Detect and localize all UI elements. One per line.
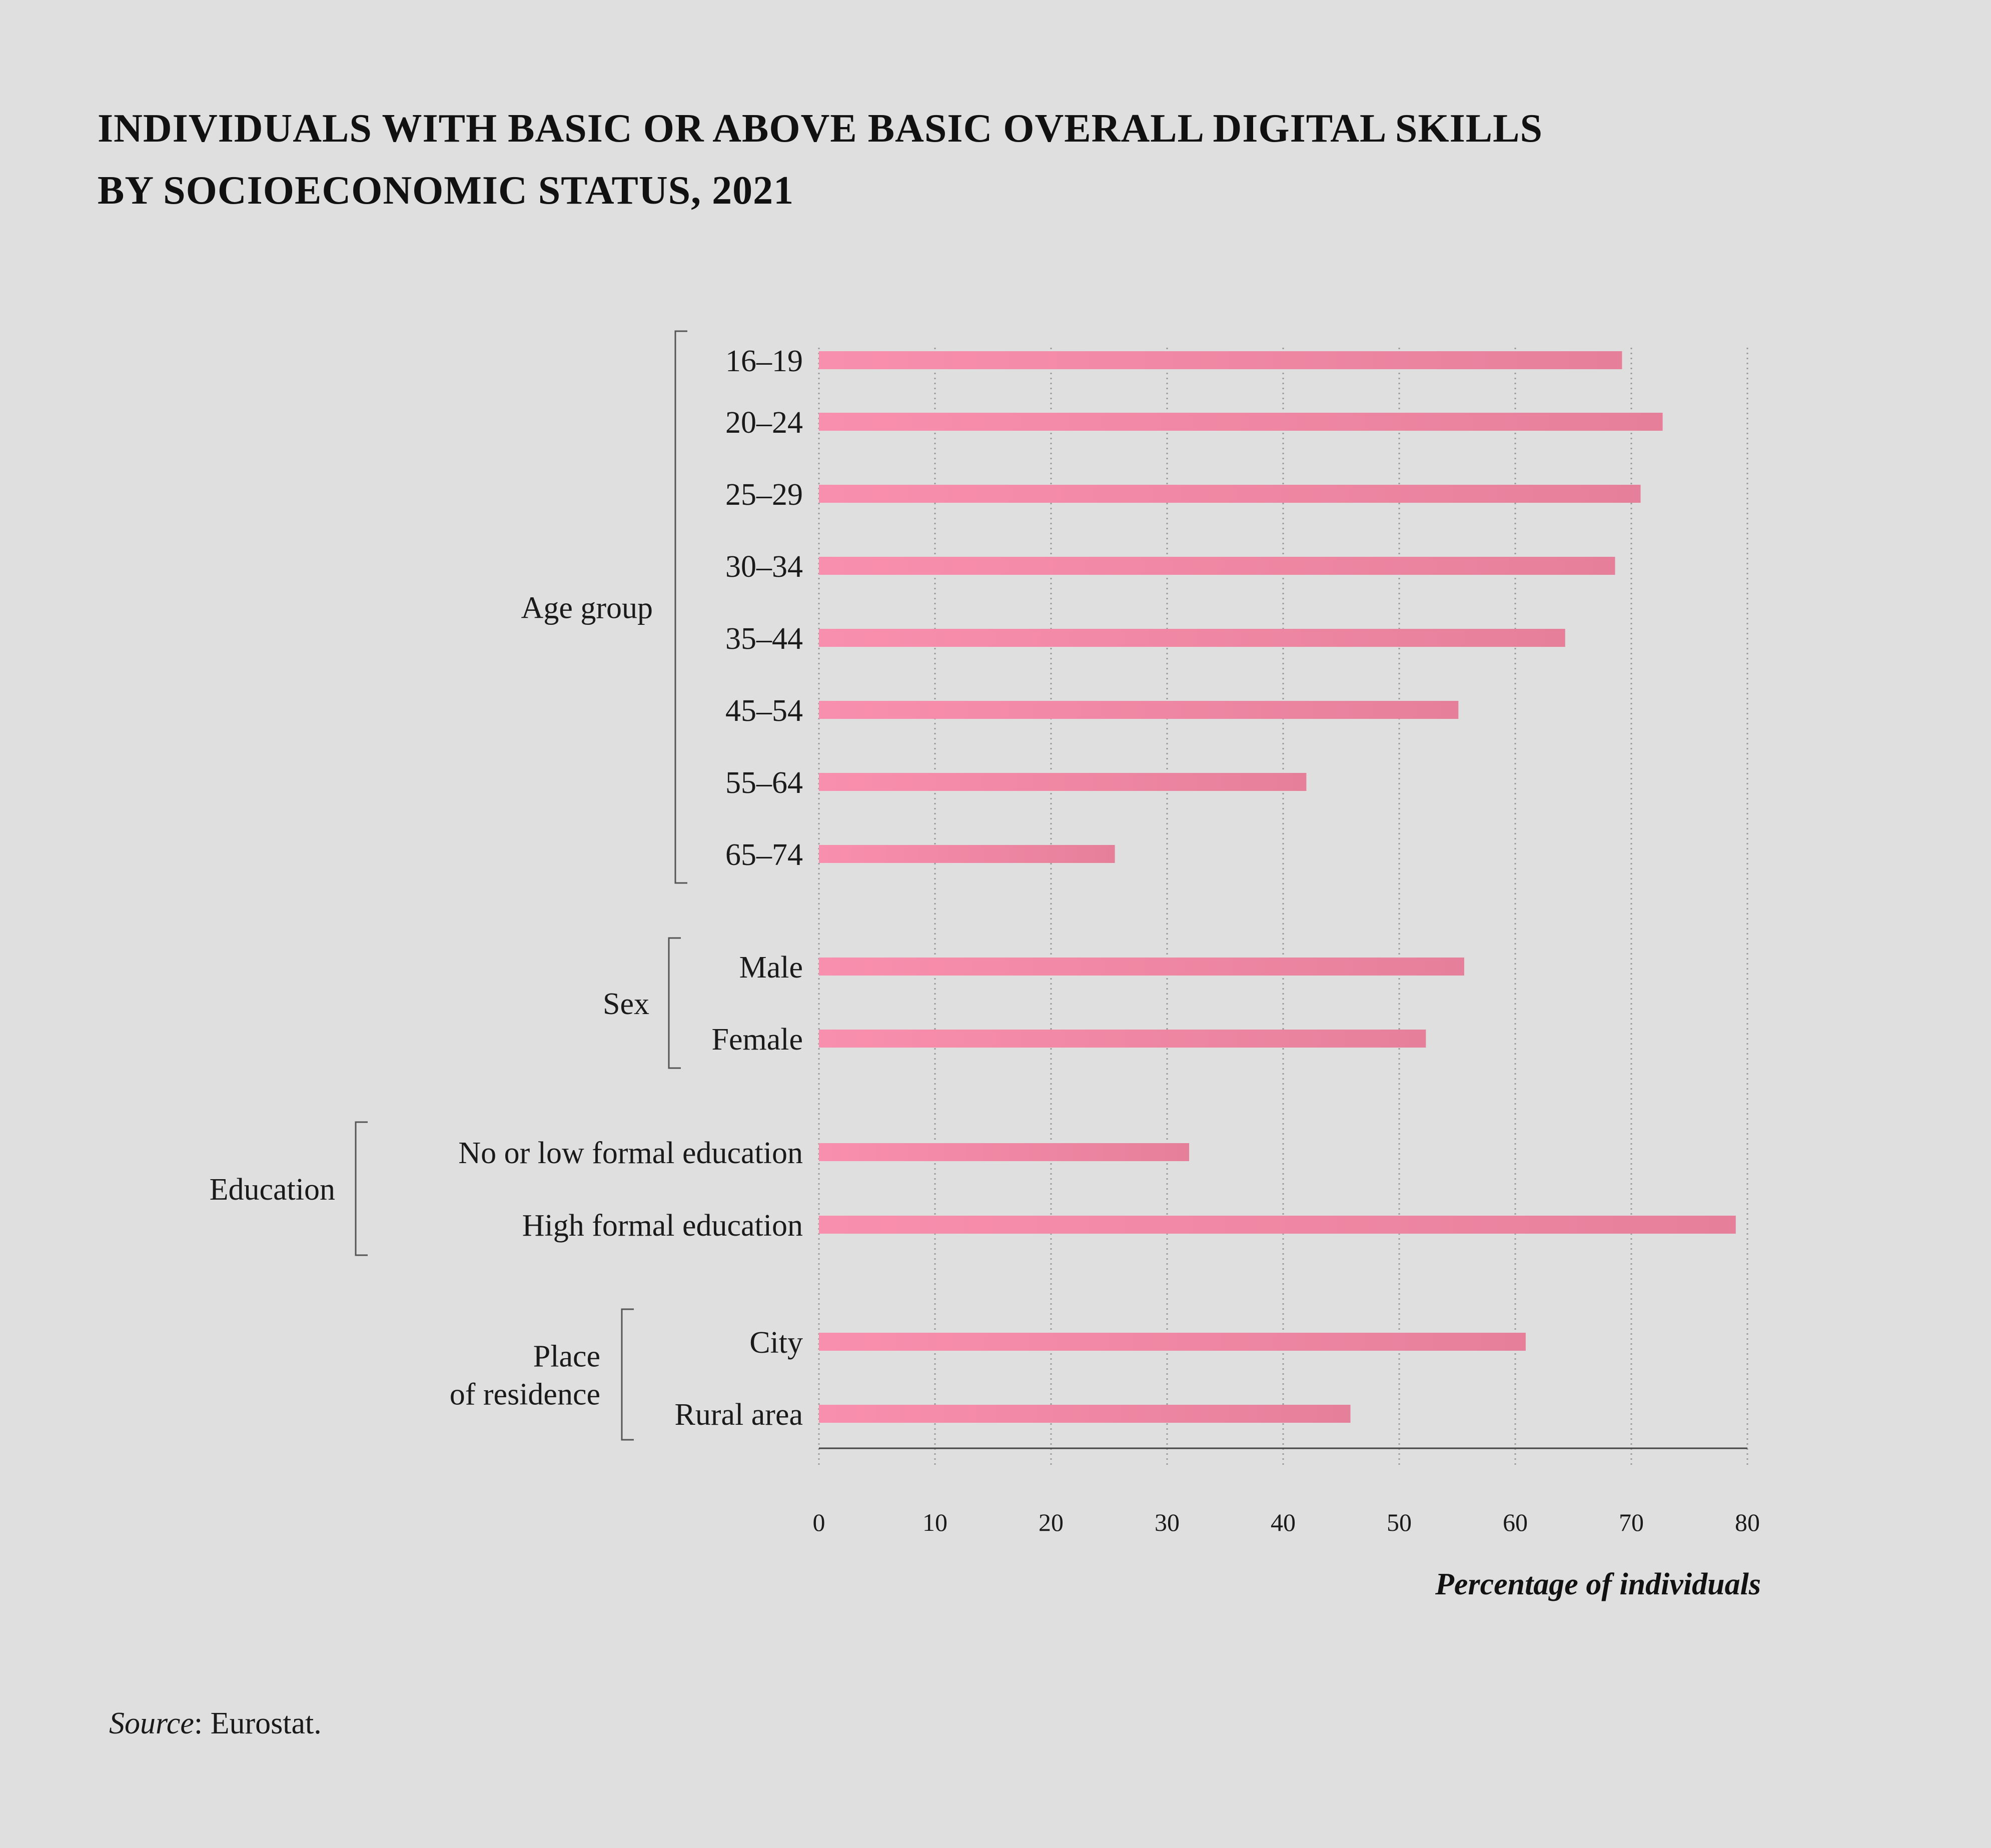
group-bracket xyxy=(674,330,687,884)
group-label: of residence xyxy=(450,1378,600,1412)
category-label: No or low formal education xyxy=(458,1136,803,1170)
category-label: 25–29 xyxy=(725,478,803,512)
source-note: Source: Eurostat. xyxy=(109,1706,322,1741)
bar-male xyxy=(819,958,1464,976)
group-bracket xyxy=(355,1121,368,1256)
x-tick-label: 0 xyxy=(813,1508,825,1536)
x-tick-label: 60 xyxy=(1503,1508,1528,1536)
x-axis: 0 10 20 30 40 50 60 70 80 Percentage of individua… xyxy=(813,1447,1761,1601)
bar-55-64 xyxy=(819,773,1307,791)
source-label: Source xyxy=(109,1706,194,1740)
bar-20-24 xyxy=(819,413,1663,431)
bar-16-19 xyxy=(819,351,1622,369)
category-label: Rural area xyxy=(675,1398,803,1432)
category-label: 20–24 xyxy=(725,406,803,440)
bar-35-44 xyxy=(819,629,1565,647)
category-label: Female xyxy=(712,1023,803,1057)
category-label: 45–54 xyxy=(725,694,803,728)
bars xyxy=(819,351,1736,1423)
category-labels: 16–19 20–24 25–29 30–34 35–44 45–54 55–64 65–74… xyxy=(458,344,803,1432)
bar-female xyxy=(819,1030,1426,1048)
bar-65-74 xyxy=(819,845,1115,863)
x-tick-label: 30 xyxy=(1155,1508,1180,1536)
group-bracket xyxy=(621,1308,634,1441)
bar-high-formal-education xyxy=(819,1216,1736,1234)
category-label: High formal education xyxy=(522,1209,803,1243)
category-label: City xyxy=(749,1326,803,1360)
source-text: : Eurostat. xyxy=(194,1706,322,1740)
bar-no-or-low-formal-education xyxy=(819,1143,1190,1161)
bar-25-29 xyxy=(819,485,1641,503)
bar-rural-area xyxy=(819,1405,1351,1423)
group-labels: Age group Sex Education Place of residence xyxy=(210,330,687,1441)
category-label: 30–34 xyxy=(725,550,803,584)
x-tick-label: 70 xyxy=(1619,1508,1644,1536)
category-label: 16–19 xyxy=(725,344,803,378)
chart-title-line-2: BY SOCIOECONOMIC STATUS, 2021 xyxy=(98,169,794,213)
category-label: 65–74 xyxy=(725,838,803,872)
category-label: 55–64 xyxy=(725,766,803,800)
chart-title: INDIVIDUALS WITH BASIC OR ABOVE BASIC OV… xyxy=(98,98,1543,222)
x-axis-title: Percentage of individuals xyxy=(1435,1567,1761,1601)
bar-45-54 xyxy=(819,701,1459,719)
category-label: 35–44 xyxy=(725,622,803,656)
x-tick-label: 50 xyxy=(1387,1508,1412,1536)
group-label: Education xyxy=(210,1173,335,1207)
x-tick-label: 80 xyxy=(1735,1508,1760,1536)
bar-30-34 xyxy=(819,557,1615,575)
gridlines xyxy=(818,348,1748,1468)
chart-title-line-1: INDIVIDUALS WITH BASIC OR ABOVE BASIC OV… xyxy=(98,107,1543,151)
x-tick-label: 20 xyxy=(1039,1508,1064,1536)
bar-city xyxy=(819,1333,1526,1351)
group-label: Place xyxy=(533,1340,600,1374)
category-label: Male xyxy=(739,951,803,985)
group-bracket xyxy=(668,937,681,1069)
x-tick-label: 40 xyxy=(1271,1508,1296,1536)
group-label: Age group xyxy=(521,591,653,625)
bar-chart: 16–19 20–24 25–29 30–34 35–44 45–54 55–64 65–74… xyxy=(210,330,1761,1601)
x-tick-label: 10 xyxy=(922,1508,947,1536)
group-label: Sex xyxy=(603,987,649,1021)
